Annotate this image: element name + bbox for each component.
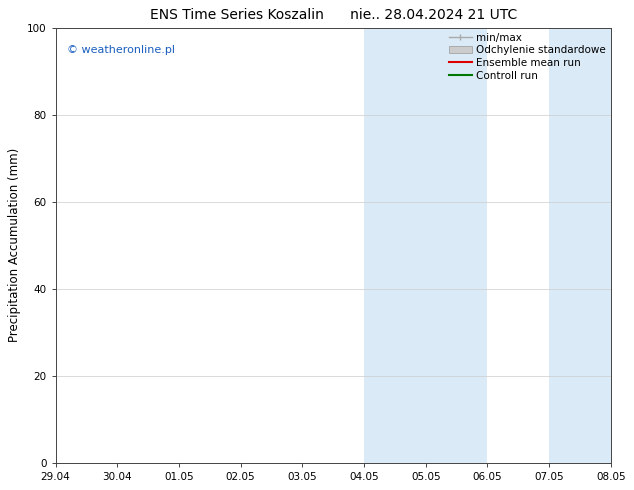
Text: © weatheronline.pl: © weatheronline.pl (67, 45, 174, 55)
Y-axis label: Precipitation Accumulation (mm): Precipitation Accumulation (mm) (8, 148, 22, 343)
Legend: min/max, Odchylenie standardowe, Ensemble mean run, Controll run: min/max, Odchylenie standardowe, Ensembl… (447, 31, 608, 83)
Title: ENS Time Series Koszalin      nie.. 28.04.2024 21 UTC: ENS Time Series Koszalin nie.. 28.04.202… (150, 8, 517, 23)
Bar (364, 27, 488, 463)
Bar (549, 27, 634, 463)
